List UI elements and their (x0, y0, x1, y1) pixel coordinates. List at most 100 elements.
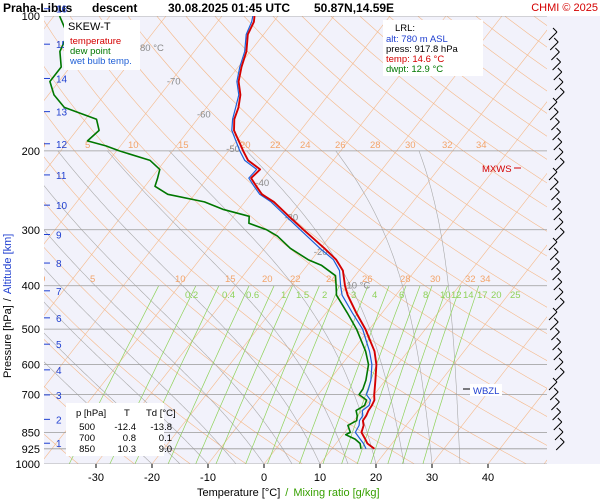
wind-barb (548, 381, 558, 391)
pressure-tick-label: 700 (22, 390, 40, 402)
isotherm-line (44, 16, 223, 245)
mixing-ratio-label: 17 (477, 290, 488, 301)
moist-adiabat-label: 34 (480, 274, 491, 285)
temperature-tick-label: 40 (482, 472, 494, 484)
wind-barb-flag (559, 227, 565, 233)
wind-barb-flag (558, 147, 564, 153)
wind-barb (554, 291, 564, 301)
mixing-ratio-label: 25 (510, 290, 521, 301)
wind-barb-flag (556, 407, 561, 413)
wind-barb-flag (552, 167, 558, 173)
mixing-ratio-label: 8 (423, 290, 428, 301)
wind-barb (553, 71, 563, 81)
wind-barb (548, 101, 558, 111)
wind-barb (548, 31, 558, 41)
wind-barb (548, 171, 558, 181)
wind-barb (551, 331, 560, 341)
mixing-ratio-label: 1 (281, 290, 286, 301)
wind-barb-flag (558, 77, 564, 83)
mxws-marker: MXWS (482, 164, 521, 175)
wind-barb-flag (556, 57, 561, 63)
wind-barb (552, 131, 561, 141)
lrl-altitude: alt: 780 m ASL (386, 34, 448, 45)
dry-adiabat-line (156, 16, 547, 335)
y-axis-label: Pressure [hPa]/Altitude [km] (2, 234, 14, 378)
wind-barb (549, 321, 559, 331)
table-cell: 500 (79, 422, 95, 433)
isotherm-line (207, 29, 547, 464)
lrl-dewpoint: dwpt: 12.9 °C (386, 64, 443, 75)
legend: SKEW-T temperature dew point wet bulb te… (64, 20, 140, 70)
wind-barb-flag (555, 397, 560, 403)
x-axis-label: Temperature [°C] / Mixing ratio [g/kg] (197, 487, 380, 499)
wind-barb (549, 251, 559, 261)
wbzl-marker: WBZL (463, 384, 502, 397)
mixing-ratio-label: 4 (372, 290, 377, 301)
wind-barb (555, 231, 565, 241)
temperature-tick-label: -20 (144, 472, 160, 484)
wind-barb (552, 341, 561, 351)
pressure-tick-label: 100 (22, 11, 40, 23)
wind-barb (555, 161, 565, 171)
dry-adiabat-label: 24 (300, 140, 311, 151)
isotherm-label: -20 (314, 247, 328, 258)
table-cell: 700 (79, 433, 95, 444)
wind-barb (549, 41, 559, 51)
wind-barb (554, 431, 564, 441)
mixing-ratio-label: 10 (440, 290, 451, 301)
wind-barb-flag (556, 337, 561, 343)
pressure-tick-label: 400 (22, 281, 40, 293)
station-coords: 50.87N,14.59E (314, 1, 394, 15)
dry-adiabat-line (214, 16, 547, 282)
wind-barb (553, 211, 563, 221)
summary-table: p [hPa] T Td [°C] 500 -12.4 -13.8 700 0.… (66, 403, 176, 456)
pressure-tick-label: 300 (22, 225, 40, 237)
table-cell: -12.4 (114, 422, 136, 433)
wind-barb (552, 271, 561, 281)
wind-barb (551, 401, 560, 411)
wind-barb-flag (557, 137, 563, 143)
moist-adiabat-label: 15 (225, 274, 236, 285)
wind-barb (551, 191, 560, 201)
wind-barb (549, 111, 559, 121)
mixing-ratio-label: 0.4 (222, 290, 235, 301)
wind-barb-flag (552, 97, 558, 103)
altitude-tick-label: 8 (56, 259, 62, 270)
mixing-ratio-label: 2 (322, 290, 327, 301)
wind-barb-flag (552, 27, 558, 33)
altitude-tick-label: 10 (56, 201, 68, 212)
wind-barb (554, 81, 564, 91)
isotherm-label: -40 (255, 178, 269, 189)
moist-adiabat-label: 20 (262, 274, 273, 285)
wind-barb (552, 411, 561, 421)
moist-adiabat-label: 32 (465, 274, 476, 285)
wet-bulb-temp-curve (231, 16, 373, 450)
wind-barb-flag (557, 277, 563, 283)
lrl-temperature: temp: 14.6 °C (386, 54, 444, 65)
table-header-t: T (124, 408, 130, 419)
wind-barb-flag (555, 327, 560, 333)
isotherm-label: -70 (167, 76, 181, 87)
wind-barb-flag (555, 47, 560, 53)
dry-adiabat-line (272, 16, 547, 232)
moist-adiabat-label: 24 (326, 274, 337, 285)
station-name: Praha-Libus (3, 1, 73, 15)
wind-barb-flag (557, 417, 563, 423)
mixing-ratio-label: 20 (491, 290, 502, 301)
wind-barb (555, 301, 565, 311)
wind-barb-flag (553, 107, 559, 113)
wind-barb-flag (557, 207, 563, 213)
wind-barb-flag (553, 387, 559, 393)
wind-barb-flag (555, 187, 560, 193)
isotherm-line (375, 244, 547, 464)
table-header-td: Td [°C] (146, 408, 176, 419)
dry-adiabat-label: 10 (128, 140, 139, 151)
pressure-tick-label: 500 (22, 324, 40, 336)
moist-adiabat-label: 26 (362, 274, 373, 285)
legend-title: SKEW-T (68, 21, 111, 33)
altitude-tick-label: 4 (56, 366, 62, 377)
wind-barb (553, 281, 563, 291)
wind-barb-flag (558, 217, 564, 223)
isotherm-line (319, 172, 547, 464)
wind-barb (551, 121, 560, 131)
